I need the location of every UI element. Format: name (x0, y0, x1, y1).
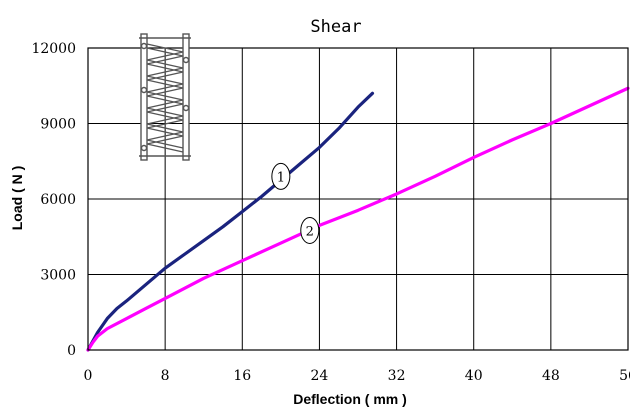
tick-labels: 0 8 16 24 32 40 48 56 0 3000 6000 9000 12000 (31, 41, 630, 384)
y-tick-label: 0 (67, 343, 76, 359)
curve-label-1: 1 (277, 170, 285, 185)
x-axis-title: Deflection ( mm ) (293, 391, 407, 407)
curve-label-marker-1 (271, 162, 291, 190)
curve-label-2: 2 (306, 224, 314, 239)
x-tick-label: 40 (465, 368, 483, 384)
y-tick-label: 9000 (40, 117, 76, 133)
y-tick-label: 3000 (40, 268, 76, 284)
series-line-2 (86, 86, 630, 352)
plot-frame (87, 47, 629, 351)
x-tick-label: 32 (388, 368, 406, 384)
grid (87, 47, 629, 351)
y-tick-label: 12000 (31, 41, 76, 57)
curve-label-marker-2 (300, 216, 320, 244)
x-tick-label: 0 (84, 368, 93, 384)
x-tick-label: 48 (542, 368, 560, 384)
chart-title: Shear (310, 17, 361, 37)
series-line-1 (86, 91, 375, 352)
x-tick-label: 16 (233, 368, 251, 384)
y-tick-label: 6000 (40, 192, 76, 208)
x-tick-label: 24 (311, 368, 329, 384)
spring-schematic-icon (139, 33, 191, 161)
x-tick-label: 8 (161, 368, 170, 384)
series-group: 12 (86, 86, 630, 352)
x-tick-label: 56 (619, 368, 630, 384)
y-axis-title: Load ( N ) (9, 166, 25, 231)
